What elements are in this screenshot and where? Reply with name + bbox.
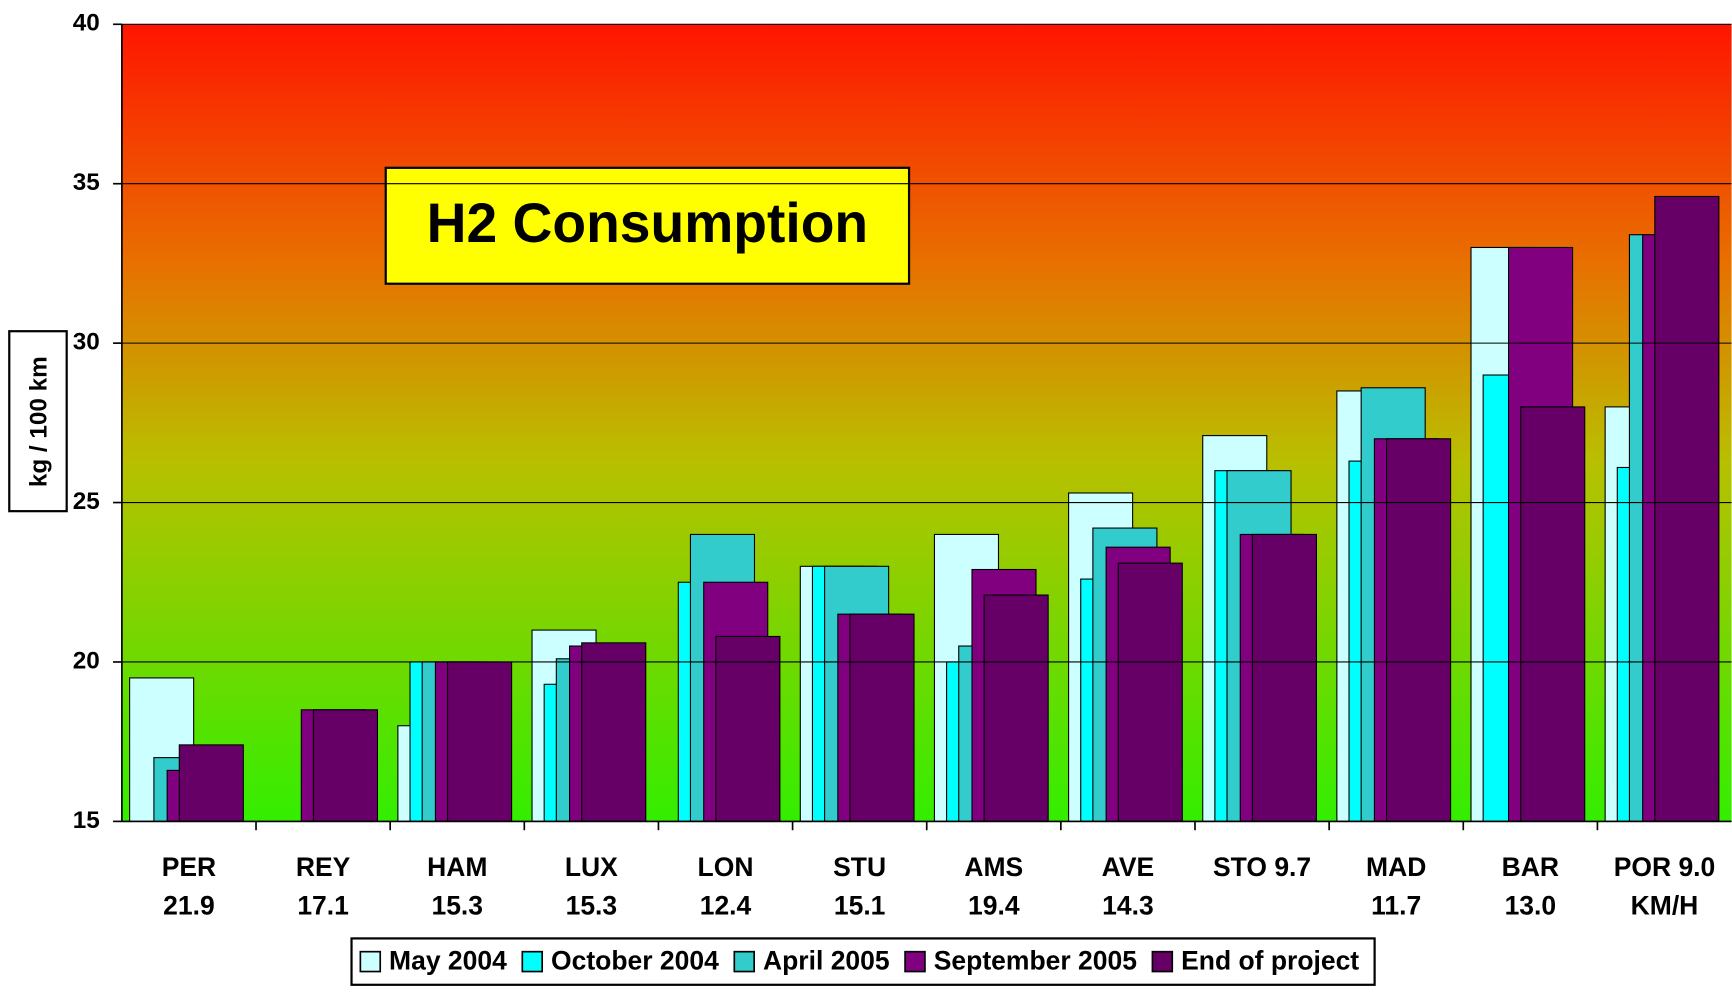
y-label-box [8, 330, 68, 513]
legend-swatch [1151, 950, 1174, 973]
legend-label: September 2005 [934, 946, 1137, 976]
x-tick-label: STU [833, 852, 886, 882]
x-tick-label: 13.0 [1505, 891, 1557, 921]
x-tick-label: REY [296, 852, 351, 882]
y-tick-label: 30 [73, 329, 100, 356]
legend-items: May 2004 October 2004 April 2005 September … [359, 946, 1359, 976]
x-tick-label: KM/H [1631, 891, 1699, 921]
legend-label: April 2005 [763, 946, 890, 976]
plot-background [121, 24, 1732, 822]
bar [447, 661, 513, 822]
x-tick-label: 14.3 [1102, 891, 1154, 921]
bar [1654, 195, 1720, 822]
x-tick-label: POR 9.0 [1614, 852, 1716, 882]
x-tick-label: 21.9 [163, 891, 215, 921]
x-tick-label: AVE [1102, 852, 1155, 882]
y-tick-label: 20 [73, 647, 100, 674]
bar [1520, 406, 1586, 822]
legend-swatch [521, 950, 544, 973]
bar [581, 642, 647, 822]
x-tick-label: 15.3 [566, 891, 618, 921]
bar [849, 613, 915, 822]
legend-label: October 2004 [551, 946, 719, 976]
bar [312, 709, 379, 822]
bar [1117, 562, 1183, 822]
x-tick-label: 15.1 [834, 891, 886, 921]
x-tick-label: 11.7 [1371, 891, 1421, 921]
x-tick-label: LUX [565, 852, 618, 882]
bar [1385, 438, 1452, 822]
x-tick-label: MAD [1366, 852, 1426, 882]
x-tick-label: LON [698, 852, 754, 882]
legend-swatch [733, 950, 756, 973]
x-tick-label: PER [162, 852, 216, 882]
y-axis-label: kg / 100 km [26, 356, 53, 487]
legend-swatch [904, 950, 926, 973]
x-tick-label: 15.3 [431, 891, 483, 921]
x-tick-label: STO 9.7 [1213, 852, 1311, 882]
legend [350, 937, 1376, 986]
title-box [384, 166, 911, 285]
legend-label: May 2004 [389, 946, 507, 976]
bar [1251, 533, 1317, 822]
chart-title: H2 Consumption [427, 192, 868, 254]
legend-swatch [359, 950, 382, 973]
x-tick-label: 19.4 [968, 891, 1020, 921]
x-tick-label: BAR [1502, 852, 1559, 882]
legend-label: End of project [1181, 946, 1359, 976]
bar [983, 594, 1049, 822]
y-tick-label: 25 [73, 488, 100, 515]
x-tick-label: 12.4 [700, 891, 752, 921]
x-tick-label: AMS [964, 852, 1023, 882]
y-tick-label: 35 [73, 169, 100, 196]
y-tick-label: 15 [73, 807, 100, 834]
y-tick-label: 40 [73, 10, 100, 37]
x-tick-label: HAM [427, 852, 487, 882]
x-tick-label: 17.1 [297, 891, 349, 921]
bar [178, 744, 244, 822]
bar [715, 635, 781, 822]
